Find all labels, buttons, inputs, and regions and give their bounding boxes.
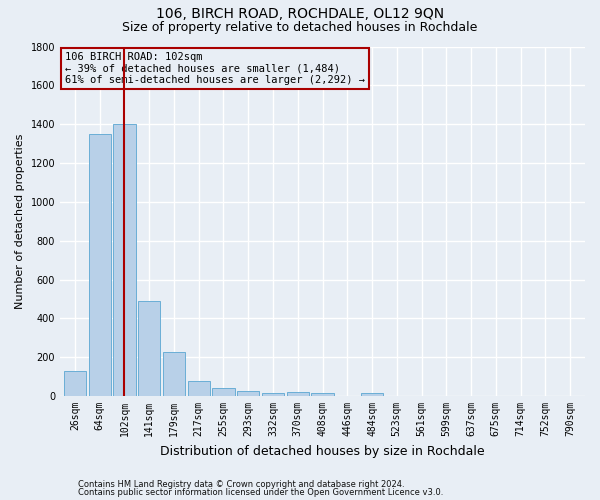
Text: 106, BIRCH ROAD, ROCHDALE, OL12 9QN: 106, BIRCH ROAD, ROCHDALE, OL12 9QN (156, 8, 444, 22)
Bar (113, 124, 136, 396)
Bar (262, 393, 284, 396)
Bar (64, 371, 86, 396)
Bar (212, 388, 235, 396)
Text: 106 BIRCH ROAD: 102sqm
← 39% of detached houses are smaller (1,484)
61% of semi-: 106 BIRCH ROAD: 102sqm ← 39% of detached… (65, 52, 365, 85)
X-axis label: Distribution of detached houses by size in Rochdale: Distribution of detached houses by size … (160, 444, 485, 458)
Bar (361, 393, 383, 396)
Bar (89, 134, 111, 396)
Text: Contains public sector information licensed under the Open Government Licence v3: Contains public sector information licen… (78, 488, 443, 497)
Y-axis label: Number of detached properties: Number of detached properties (15, 134, 25, 309)
Bar (287, 392, 309, 396)
Bar (163, 352, 185, 396)
Text: Size of property relative to detached houses in Rochdale: Size of property relative to detached ho… (122, 21, 478, 34)
Bar (311, 393, 334, 396)
Text: Contains HM Land Registry data © Crown copyright and database right 2024.: Contains HM Land Registry data © Crown c… (78, 480, 404, 489)
Bar (237, 391, 259, 396)
Bar (188, 382, 210, 396)
Bar (138, 301, 160, 396)
